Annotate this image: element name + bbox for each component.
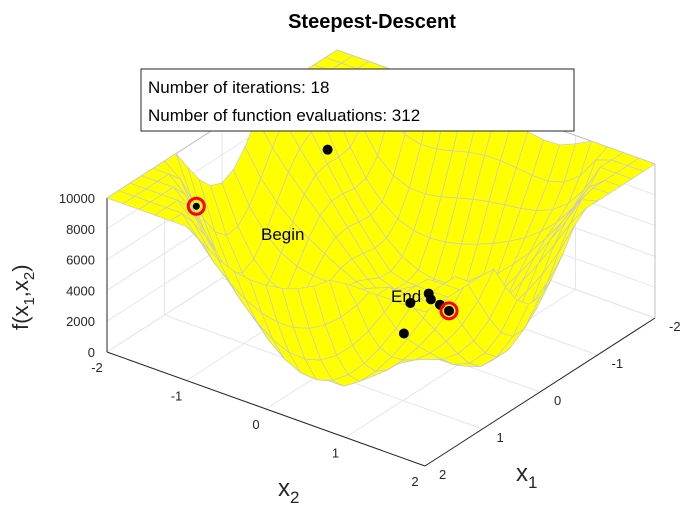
axis-line bbox=[424, 317, 656, 467]
x2-tick-label: 1 bbox=[332, 446, 339, 461]
begin-marker-dot bbox=[192, 202, 200, 210]
iterate-markers bbox=[186, 144, 459, 339]
x2-tick-label: -1 bbox=[171, 389, 183, 404]
x1-tick-label: -2 bbox=[669, 319, 681, 334]
z-tick-label: 6000 bbox=[66, 253, 95, 268]
x2-tick-label: 2 bbox=[411, 474, 418, 489]
x1-axis-label: x1 bbox=[516, 460, 537, 492]
tick-labels: 0 2000 4000 6000 8000 10000 -2 -1 0 1 2 -2 -1 0 1 2 bbox=[59, 191, 681, 489]
end-label: End bbox=[391, 287, 421, 306]
z-tick-label: 10000 bbox=[59, 191, 95, 206]
x2-tick-label: -2 bbox=[91, 360, 103, 375]
info-box-frame bbox=[140, 68, 575, 132]
x1-tick-label: 1 bbox=[497, 430, 504, 445]
iterate-point bbox=[425, 294, 436, 305]
axis-line bbox=[106, 351, 426, 467]
iterations-info-box: Number of iterations: 18 Number of funct… bbox=[140, 68, 575, 132]
z-tick-label: 2000 bbox=[66, 314, 95, 329]
iterate-point bbox=[398, 328, 409, 339]
z-tick-label: 8000 bbox=[66, 222, 95, 237]
end-marker-dot bbox=[445, 307, 453, 315]
begin-label: Begin bbox=[261, 225, 304, 244]
x1-tick-label: 0 bbox=[554, 393, 561, 408]
chart-title: Steepest-Descent bbox=[288, 11, 456, 33]
x2-tick-label: 0 bbox=[252, 417, 259, 432]
z-tick-label: 0 bbox=[88, 345, 95, 360]
end-marker bbox=[439, 301, 459, 321]
x1-tick-label: -1 bbox=[612, 356, 624, 371]
z-axis-label: f(x1,x2) bbox=[8, 264, 38, 330]
x1-tick-label: 2 bbox=[439, 467, 446, 482]
surface-plot bbox=[106, 49, 656, 387]
z-tick-label: 4000 bbox=[66, 283, 95, 298]
x2-axis-label: x2 bbox=[278, 475, 299, 507]
iterate-point bbox=[322, 144, 333, 155]
iterate-point bbox=[405, 297, 416, 308]
begin-marker bbox=[186, 196, 206, 216]
iterations-count-text: Number of iterations: 18 bbox=[148, 78, 329, 97]
function-evaluations-text: Number of function evaluations: 312 bbox=[148, 106, 420, 125]
